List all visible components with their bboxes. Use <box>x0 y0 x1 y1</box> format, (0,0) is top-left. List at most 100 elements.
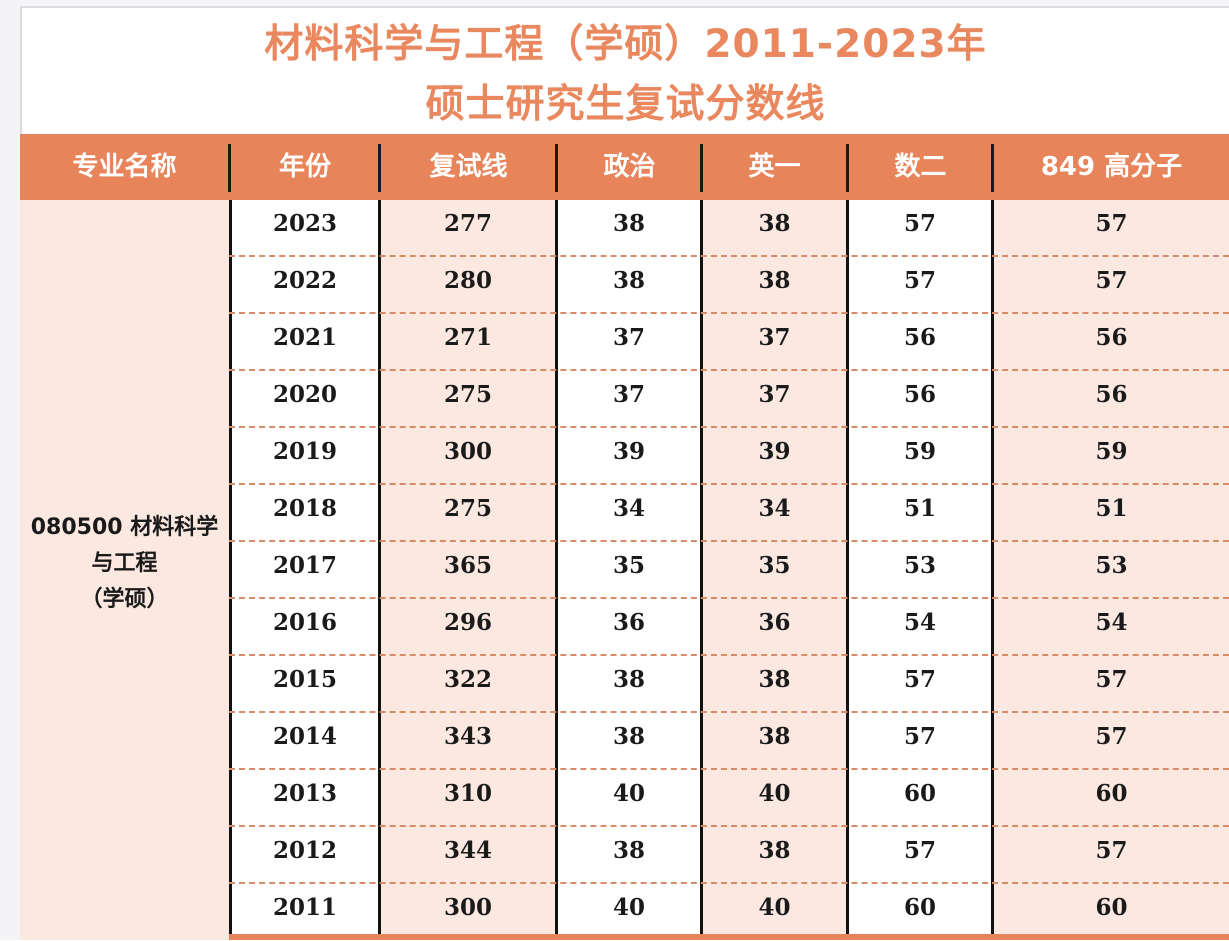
english-score-cell: 40 <box>758 894 791 921</box>
header-separator <box>991 144 994 192</box>
column-separator <box>378 200 381 940</box>
row-divider <box>229 255 1229 257</box>
column-separator <box>555 200 558 940</box>
table-row: 2021 271 37 37 56 56 <box>229 314 1229 371</box>
polymer-score-cell: 60 <box>1095 894 1128 921</box>
major-name-line: 与工程 <box>91 551 158 576</box>
year-column <box>229 200 380 940</box>
table-row: 2012 344 38 38 57 57 <box>229 827 1229 884</box>
year-cell: 2012 <box>272 837 337 864</box>
english-score-cell: 34 <box>758 495 791 522</box>
bottom-border <box>229 934 1229 940</box>
retest-score-cell: 275 <box>443 381 492 408</box>
table-row: 2019 300 39 39 59 59 <box>229 428 1229 485</box>
retest-score-cell: 365 <box>443 552 492 579</box>
english-score-cell: 38 <box>758 267 791 294</box>
row-divider <box>229 540 1229 542</box>
title-box: 材料科学与工程（学硕）2011-2023年 硕士研究生复试分数线 <box>20 6 1229 134</box>
page-subtitle: 硕士研究生复试分数线 <box>425 82 826 127</box>
table-row: 2016 296 36 36 54 54 <box>229 599 1229 656</box>
year-cell: 2019 <box>272 438 337 465</box>
header-separator <box>228 144 231 192</box>
retest-score-cell: 343 <box>443 723 492 750</box>
row-divider <box>229 369 1229 371</box>
polymer-score-cell: 56 <box>1095 324 1128 351</box>
year-cell: 2021 <box>272 324 337 351</box>
politics-score-cell: 37 <box>612 381 645 408</box>
polymer-score-cell: 51 <box>1095 495 1128 522</box>
row-divider <box>229 426 1229 428</box>
politics-score-cell: 34 <box>612 495 645 522</box>
politics-score-cell: 35 <box>612 552 645 579</box>
polymer-score-cell: 57 <box>1095 666 1128 693</box>
table-row: 2017 365 35 35 53 53 <box>229 542 1229 599</box>
politics-score-cell: 38 <box>612 210 645 237</box>
major-name-line: （学硕） <box>80 587 169 612</box>
header-politics: 政治 <box>603 152 656 182</box>
header-year: 年份 <box>278 152 331 182</box>
major-name: 080500 材料科学 与工程 （学硕） <box>20 510 229 618</box>
header-math-two: 数二 <box>894 152 947 182</box>
english-score-cell: 38 <box>758 723 791 750</box>
politics-score-cell: 38 <box>612 837 645 864</box>
math-score-cell: 51 <box>903 495 936 522</box>
row-divider <box>229 825 1229 827</box>
row-divider <box>229 597 1229 599</box>
table-row: 2020 275 37 37 56 56 <box>229 371 1229 428</box>
retest-score-cell: 300 <box>443 894 492 921</box>
retest-score-cell: 296 <box>443 609 492 636</box>
row-divider <box>229 711 1229 713</box>
politics-column <box>556 200 702 940</box>
politics-score-cell: 38 <box>612 267 645 294</box>
column-separator <box>229 200 232 940</box>
column-separator <box>700 200 703 940</box>
retest-score-cell: 310 <box>443 780 492 807</box>
table-header: 专业名称 年份 复试线 政治 英一 数二 849 高分子 <box>20 134 1229 200</box>
major-name-cell: 080500 材料科学 与工程 （学硕） <box>20 200 229 940</box>
math-score-cell: 57 <box>903 723 936 750</box>
table-row: 2023 277 38 38 57 57 <box>229 200 1229 257</box>
year-cell: 2018 <box>272 495 337 522</box>
polymer-score-cell: 57 <box>1095 723 1128 750</box>
polymer-score-cell: 53 <box>1095 552 1128 579</box>
header-separator <box>846 144 849 192</box>
politics-score-cell: 38 <box>612 666 645 693</box>
math-score-cell: 57 <box>903 267 936 294</box>
header-major-name: 专业名称 <box>72 152 177 182</box>
header-polymer-849: 849 高分子 <box>1040 152 1183 182</box>
polymer-column <box>993 200 1229 940</box>
header-retest-line: 复试线 <box>429 152 508 182</box>
english-score-cell: 38 <box>758 210 791 237</box>
retest-score-cell: 277 <box>443 210 492 237</box>
header-separator <box>700 144 703 192</box>
year-cell: 2011 <box>272 894 337 921</box>
math-score-cell: 57 <box>903 666 936 693</box>
year-cell: 2016 <box>272 609 337 636</box>
year-cell: 2023 <box>272 210 337 237</box>
table-row: 2018 275 34 34 51 51 <box>229 485 1229 542</box>
english-score-cell: 37 <box>758 324 791 351</box>
politics-score-cell: 36 <box>612 609 645 636</box>
retest-score-cell: 300 <box>443 438 492 465</box>
english-score-cell: 37 <box>758 381 791 408</box>
polymer-score-cell: 57 <box>1095 837 1128 864</box>
row-divider <box>229 483 1229 485</box>
math-score-cell: 60 <box>903 894 936 921</box>
column-separator <box>991 200 994 940</box>
polymer-score-cell: 57 <box>1095 210 1128 237</box>
table-row: 2011 300 40 40 60 60 <box>229 884 1229 941</box>
header-separator <box>378 144 381 192</box>
math-score-cell: 57 <box>903 210 936 237</box>
math-score-cell: 59 <box>903 438 936 465</box>
year-cell: 2020 <box>272 381 337 408</box>
math-score-cell: 53 <box>903 552 936 579</box>
english-score-cell: 39 <box>758 438 791 465</box>
english-score-cell: 35 <box>758 552 791 579</box>
politics-score-cell: 40 <box>612 894 645 921</box>
retest-score-cell: 322 <box>443 666 492 693</box>
row-divider <box>229 654 1229 656</box>
retest-score-cell: 344 <box>443 837 492 864</box>
year-cell: 2017 <box>272 552 337 579</box>
polymer-score-cell: 56 <box>1095 381 1128 408</box>
